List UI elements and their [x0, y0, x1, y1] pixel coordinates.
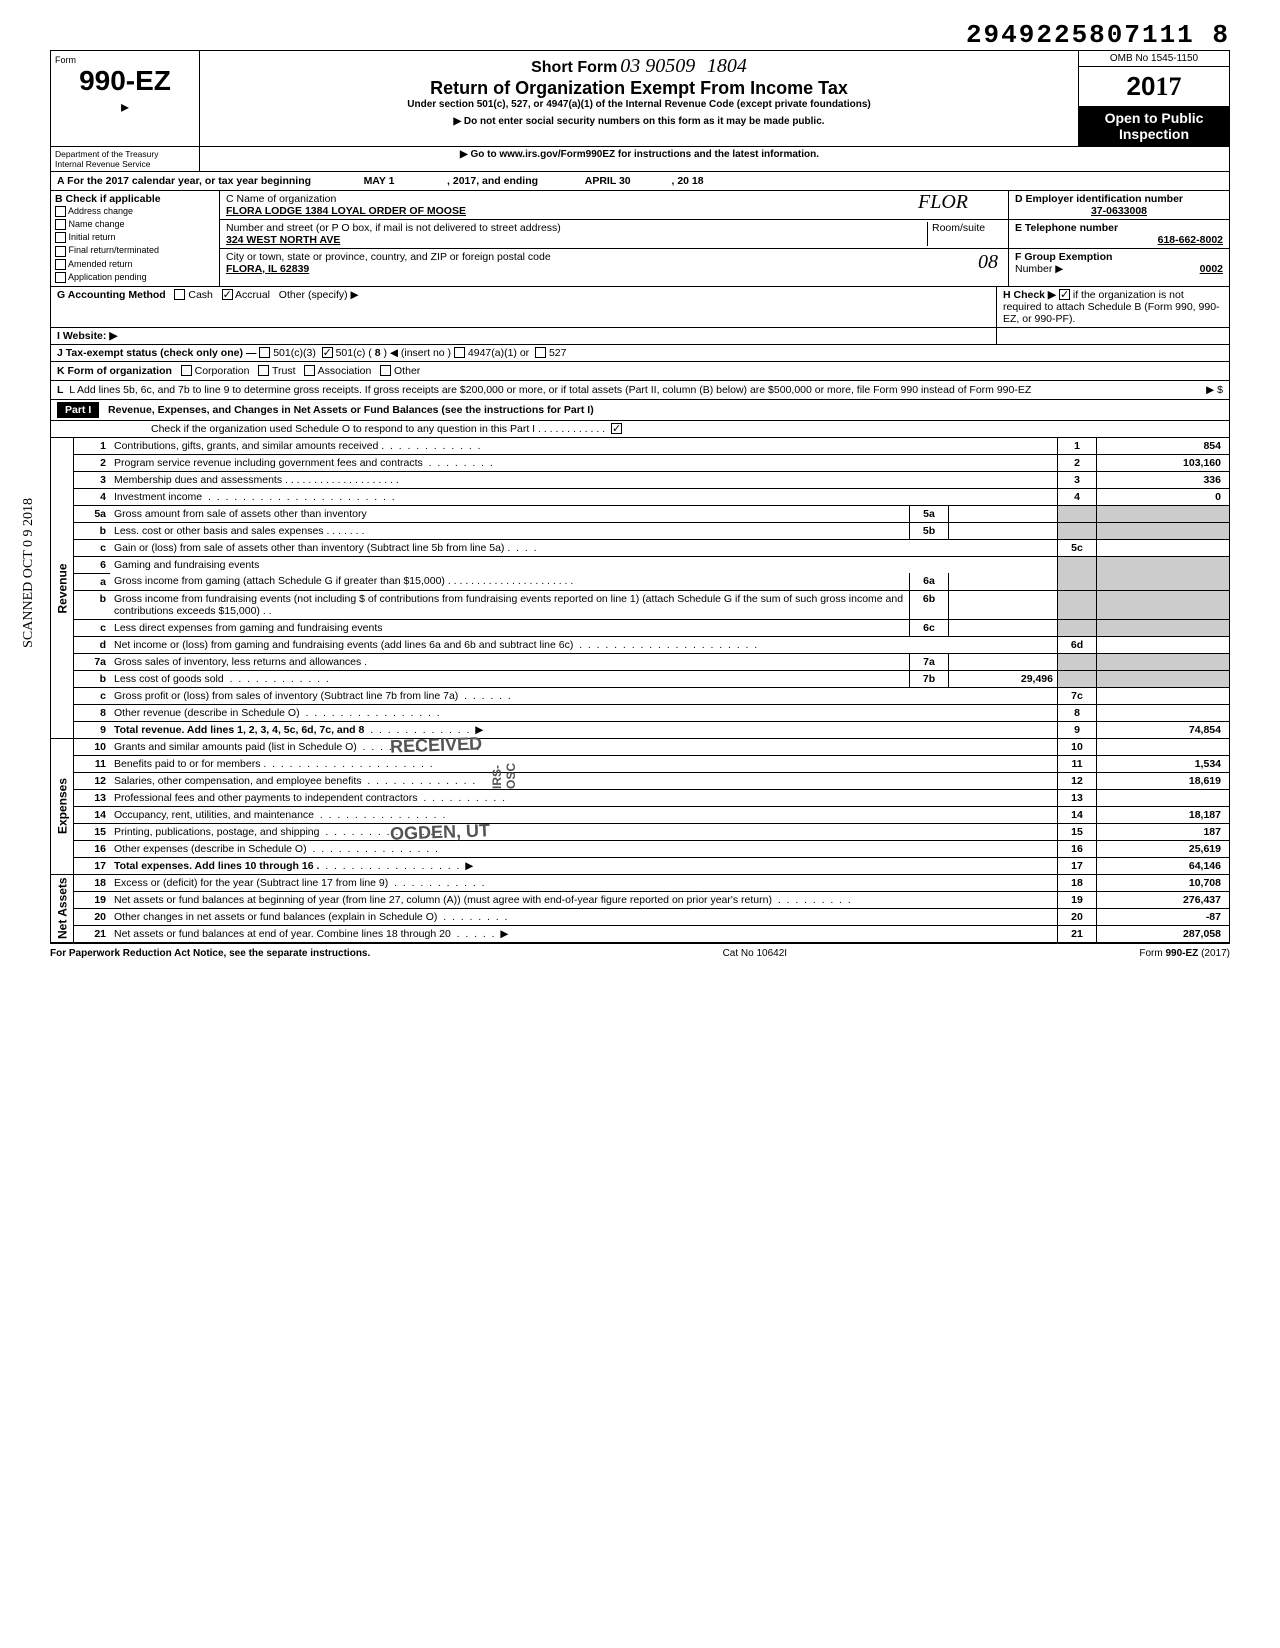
top-code: 2949225807111 8	[50, 20, 1230, 50]
section-b: B Check if applicable Address change Nam…	[50, 191, 1230, 287]
form-label: Form	[55, 55, 195, 65]
main-table: Revenue 1Contributions, gifts, grants, a…	[51, 438, 1229, 943]
row-k: K Form of organization Corporation Trust…	[50, 362, 1230, 381]
ogden-stamp: OGDEN, UT	[390, 820, 491, 844]
line-a: A For the 2017 calendar year, or tax yea…	[50, 172, 1230, 191]
row-l: L L Add lines 5b, 6c, and 7b to line 9 t…	[50, 381, 1230, 400]
dept-row: Department of the TreasuryInternal Reven…	[50, 147, 1230, 172]
goto: ▶ Go to www.irs.gov/Form990EZ for instru…	[200, 147, 1079, 171]
title-box: Short Form 03 90509 1804 Return of Organ…	[200, 51, 1078, 146]
col-c: C Name of organization FLOR FLORA LODGE …	[220, 191, 1009, 286]
footer-right: Form 990-EZ (2017)	[1139, 948, 1230, 959]
main-title: Return of Organization Exempt From Incom…	[210, 78, 1068, 99]
received-stamp: RECEIVED	[390, 733, 483, 757]
hand-num: 1804	[707, 55, 747, 77]
header-row: Form 990-EZ ▸ Short Form 03 90509 1804 R…	[50, 50, 1230, 147]
footer: For Paperwork Reduction Act Notice, see …	[50, 944, 1230, 963]
warning: ▶ Do not enter social security numbers o…	[210, 116, 1068, 127]
footer-left: For Paperwork Reduction Act Notice, see …	[50, 948, 370, 959]
col-b: B Check if applicable Address change Nam…	[51, 191, 220, 286]
year: 2017	[1079, 67, 1229, 106]
dept-left: Department of the TreasuryInternal Reven…	[51, 147, 200, 171]
form-number: 990-EZ	[55, 65, 195, 97]
short-form: Short Form	[531, 59, 617, 76]
irs-osc-stamp: IRS-OSC	[490, 753, 518, 789]
part1: Part I Revenue, Expenses, and Changes in…	[50, 400, 1230, 944]
col-d: D Employer identification number 37-0633…	[1009, 191, 1229, 286]
row-j: J Tax-exempt status (check only one) — 5…	[50, 345, 1230, 362]
open-public: Open to PublicInspection	[1079, 106, 1229, 146]
part1-label: Part I	[57, 402, 99, 418]
form-box: Form 990-EZ ▸	[51, 51, 200, 146]
scanned-stamp: SCANNED OCT 0 9 2018	[21, 498, 37, 648]
row-g: G Accounting Method Cash Accrual Other (…	[50, 287, 1230, 328]
omb-no: OMB No 1545-1150	[1079, 51, 1229, 67]
omb-box: OMB No 1545-1150 2017 Open to PublicInsp…	[1078, 51, 1229, 146]
footer-mid: Cat No 10642I	[723, 948, 788, 959]
subtitle: Under section 501(c), 527, or 4947(a)(1)…	[210, 99, 1068, 110]
row-i: I Website: ▶	[50, 328, 1230, 345]
hand-date: 03 90509	[620, 55, 695, 77]
form-990ez: 2949225807111 8 Form 990-EZ ▸ Short Form…	[50, 20, 1230, 963]
